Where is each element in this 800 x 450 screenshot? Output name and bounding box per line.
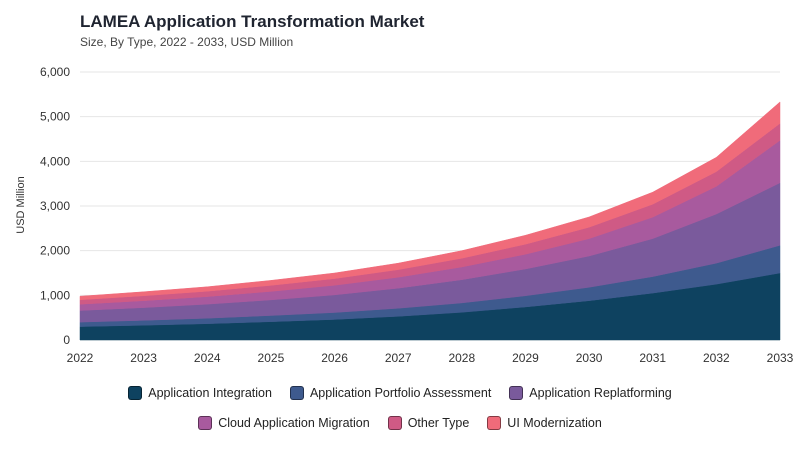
- chart-title: LAMEA Application Transformation Market: [80, 12, 425, 31]
- legend-item: Application Replatforming: [509, 386, 672, 400]
- legend-swatch: [487, 416, 502, 430]
- y-tick-label: 1,000: [40, 288, 70, 302]
- legend-item: Other Type: [387, 416, 470, 430]
- legend-row-1: Application Integration Application Portf…: [0, 386, 800, 400]
- x-tick-label: 2033: [767, 351, 794, 365]
- legend-swatch: [387, 416, 402, 430]
- legend-item: Application Integration: [128, 386, 272, 400]
- y-tick-label: 2,000: [40, 244, 70, 258]
- legend-item: UI Modernization: [487, 416, 602, 430]
- legend-row-2: Cloud Application Migration Other Type UI …: [0, 416, 800, 430]
- y-axis-title: USD Million: [15, 176, 27, 233]
- x-tick-label: 2026: [321, 351, 348, 365]
- legend-item: Cloud Application Migration: [198, 416, 370, 430]
- y-tick-label: 5,000: [40, 110, 70, 124]
- x-tick-label: 2028: [448, 351, 475, 365]
- chart-subtitle: Size, By Type, 2022 - 2033, USD Million: [80, 35, 294, 49]
- x-tick-label: 2032: [703, 351, 730, 365]
- y-tick-label: 3,000: [40, 199, 70, 213]
- x-tick-label: 2023: [130, 351, 157, 365]
- legend-label: Other Type: [407, 416, 470, 430]
- area-series-5: [79, 101, 781, 301]
- legend-label: Application Portfolio Assessment: [309, 386, 492, 400]
- x-tick-label: 2027: [385, 351, 412, 365]
- y-tick-label: 4,000: [40, 154, 70, 168]
- legend-label: Cloud Application Migration: [218, 416, 370, 430]
- legend-label: UI Modernization: [507, 416, 602, 430]
- x-tick-label: 2029: [512, 351, 539, 365]
- legend-swatch: [289, 386, 304, 400]
- legend-item: Application Portfolio Assessment: [289, 386, 492, 400]
- x-axis-ticks: 2022 2023 2024 2025 2026 2027 2028 2029 2030 2031…: [67, 351, 794, 365]
- area-series-group: [79, 101, 781, 341]
- x-tick-label: 2025: [258, 351, 285, 365]
- x-tick-label: 2024: [194, 351, 221, 365]
- y-tick-label: 6,000: [40, 65, 70, 79]
- y-axis-ticks: 0 1,000 2,000 3,000 4,000 5,000 6,000: [40, 65, 70, 347]
- legend-swatch: [198, 416, 213, 430]
- y-tick-label: 0: [63, 333, 70, 347]
- legend-label: Application Replatforming: [529, 386, 672, 400]
- x-tick-label: 2030: [576, 351, 603, 365]
- legend-label: Application Integration: [148, 386, 272, 400]
- legend-swatch: [509, 386, 524, 400]
- legend-swatch: [128, 386, 143, 400]
- x-tick-label: 2022: [67, 351, 94, 365]
- x-tick-label: 2031: [639, 351, 666, 365]
